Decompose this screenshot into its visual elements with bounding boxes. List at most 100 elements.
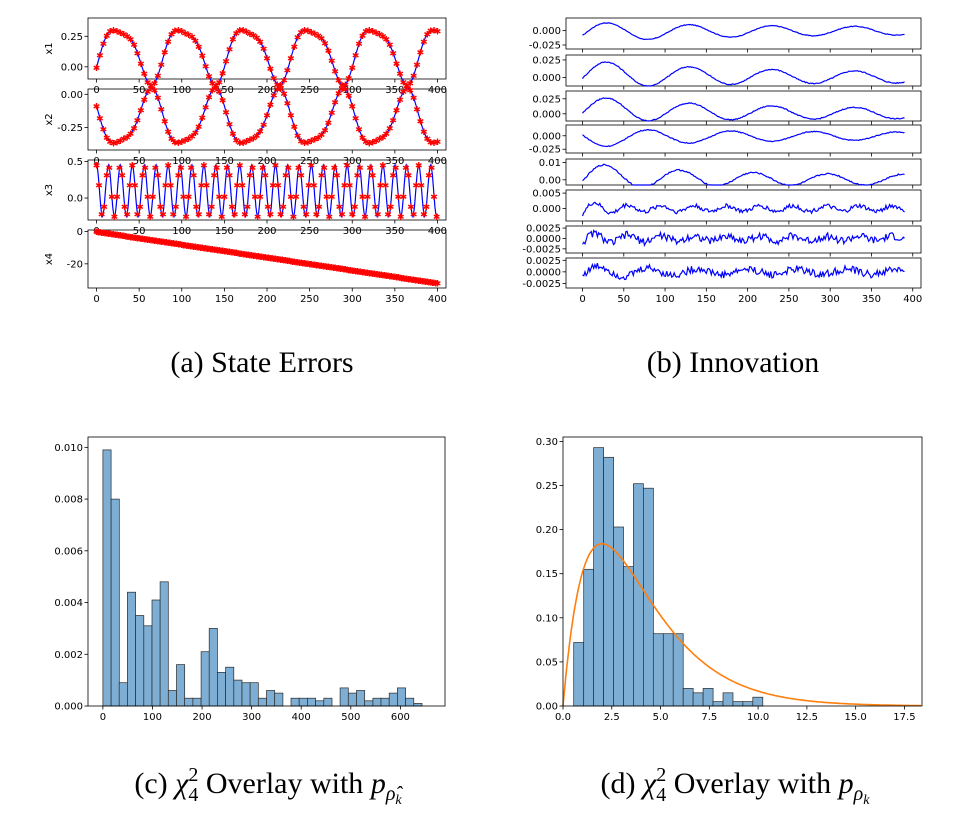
panel-b-sp8-xtick-label-1: 50 [617, 294, 630, 305]
panel-a-marker: ✱ [144, 236, 152, 246]
panel-c-bar [135, 615, 145, 707]
panel-c-bar [249, 682, 259, 707]
panel-c-bar [347, 692, 357, 707]
panel-a-marker: ✱ [129, 162, 137, 172]
panel-a-marker: ✱ [244, 251, 252, 261]
panel-a-marker: ✱ [336, 203, 344, 213]
panel-a-marker: ✱ [209, 87, 217, 97]
panel-a-marker: ✱ [93, 64, 101, 74]
panel-a-marker: ✱ [299, 259, 307, 269]
panel-b-series-line-7 [582, 229, 905, 248]
panel-a-marker: ✱ [112, 231, 120, 241]
panel-a-sp4-xtick-label-8: 400 [428, 294, 447, 305]
panel-a-marker: ✱ [389, 273, 397, 283]
panel-a-marker: ✱ [306, 260, 314, 270]
panel-a-marker: ✱ [188, 243, 196, 253]
panel-d-bar [573, 642, 585, 707]
panel-a-marker: ✱ [284, 99, 292, 109]
panel-c-bar [241, 682, 251, 707]
panel-a-sp3-xtick-label-7: 350 [385, 226, 404, 237]
panel-a-marker: ✱ [118, 232, 126, 242]
panel-a-marker: ✱ [410, 72, 418, 82]
panel-a-marker: ✱ [106, 28, 114, 38]
panel-a-marker: ✱ [185, 31, 193, 41]
panel-b-sp3-ytick-label-1: 0.000 [532, 109, 561, 120]
panel-a-marker: ✱ [100, 203, 108, 213]
panel-a-marker: ✱ [101, 229, 109, 239]
panel-b-sp5-ytick-label-0: 0.01 [539, 158, 561, 169]
panel-b-series-line-4 [582, 128, 905, 148]
panel-a-marker: ✱ [243, 28, 251, 38]
panel-b-series-line-5 [582, 163, 905, 186]
panel-d-ytick-label-2: 0.10 [536, 613, 558, 624]
panel-b-sp4-ytick-label-1: -0.025 [529, 145, 561, 156]
panel-a-marker: ✱ [198, 52, 206, 62]
panel-a-marker: ✱ [120, 31, 128, 41]
panel-c-bar [167, 690, 177, 707]
panel-a-marker: ✱ [325, 263, 333, 273]
panel-a-marker: ✱ [392, 164, 400, 174]
panel-a-marker: ✱ [142, 236, 150, 246]
panel-a-marker: ✱ [156, 238, 164, 248]
panel-a-marker: ✱ [168, 239, 176, 249]
panel-a-marker: ✱ [111, 213, 119, 223]
panel-a-marker: ✱ [193, 243, 201, 253]
panel-a-marker: ✱ [382, 182, 390, 192]
panel-b-sp6-ytick-label-1: 0.000 [532, 204, 561, 215]
panel-a-marker: ✱ [205, 94, 213, 104]
panel-a-marker: ✱ [372, 137, 380, 147]
panel-a-marker: ✱ [205, 210, 213, 220]
panel-a-marker: ✱ [169, 210, 177, 220]
panel-a-ylabel-3: x3 [44, 184, 55, 196]
panel-a-marker: ✱ [268, 255, 276, 265]
panel-a-marker: ✱ [249, 164, 257, 174]
panel-a-marker: ✱ [226, 171, 234, 181]
panel-c-bar [143, 625, 153, 707]
panel-c-ytick-label-4: 0.008 [54, 495, 83, 506]
panel-a-marker: ✱ [219, 70, 227, 80]
panel-d-xtick-label-0: 0.0 [555, 712, 571, 723]
panel-a-marker: ✱ [134, 117, 142, 127]
panel-a-marker: ✱ [393, 273, 401, 283]
panel-a-marker: ✱ [389, 49, 397, 59]
panel-a-marker: ✱ [215, 193, 223, 203]
panel-b-series-line-6 [581, 201, 905, 217]
panel-a-marker: ✱ [371, 270, 379, 280]
panel-b-sp2-ytick-label-0: 0.025 [532, 55, 561, 66]
panel-a-marker: ✱ [147, 82, 155, 92]
panel-c-bar [298, 697, 308, 707]
panel-a-marker: ✱ [366, 139, 374, 149]
panel-a-marker: ✱ [323, 193, 331, 203]
panel-d-bar [623, 566, 634, 707]
panel-a-marker: ✱ [342, 86, 350, 96]
panel-a-marker: ✱ [202, 104, 210, 114]
panel-a-marker: ✱ [391, 273, 399, 283]
panel-d-bar [712, 701, 724, 707]
panel-a-sp4-xtick-label-3: 150 [215, 294, 234, 305]
panel-c-bar [274, 692, 284, 707]
panel-a-marker: ✱ [348, 210, 356, 220]
panel-a-marker: ✱ [389, 117, 397, 127]
panel-c-bar [102, 449, 112, 707]
panel-a-marker: ✱ [181, 242, 189, 252]
panel-a-marker: ✱ [352, 267, 360, 277]
panel-a-marker: ✱ [337, 265, 345, 275]
panel-a-marker: ✱ [192, 129, 200, 139]
panel-a-marker: ✱ [369, 270, 377, 280]
panel-a-marker: ✱ [394, 193, 402, 203]
panel-a-marker: ✱ [311, 30, 319, 40]
panel-a-marker: ✱ [117, 232, 125, 242]
panel-a-marker: ✱ [158, 61, 166, 71]
panel-a-sp2-xtick-label-1: 50 [133, 156, 146, 167]
panel-a-marker: ✱ [343, 162, 351, 172]
panel-a-marker: ✱ [164, 38, 172, 48]
panel-a-marker: ✱ [238, 250, 246, 260]
panel-a-series-line-1 [95, 29, 438, 86]
panel-a-marker: ✱ [284, 67, 292, 77]
panel-a-marker: ✱ [175, 171, 183, 181]
panel-a-marker: ✱ [159, 238, 167, 248]
panel-a-marker: ✱ [262, 171, 270, 181]
panel-a-marker: ✱ [301, 139, 309, 149]
panel-a-marker: ✱ [374, 271, 382, 281]
